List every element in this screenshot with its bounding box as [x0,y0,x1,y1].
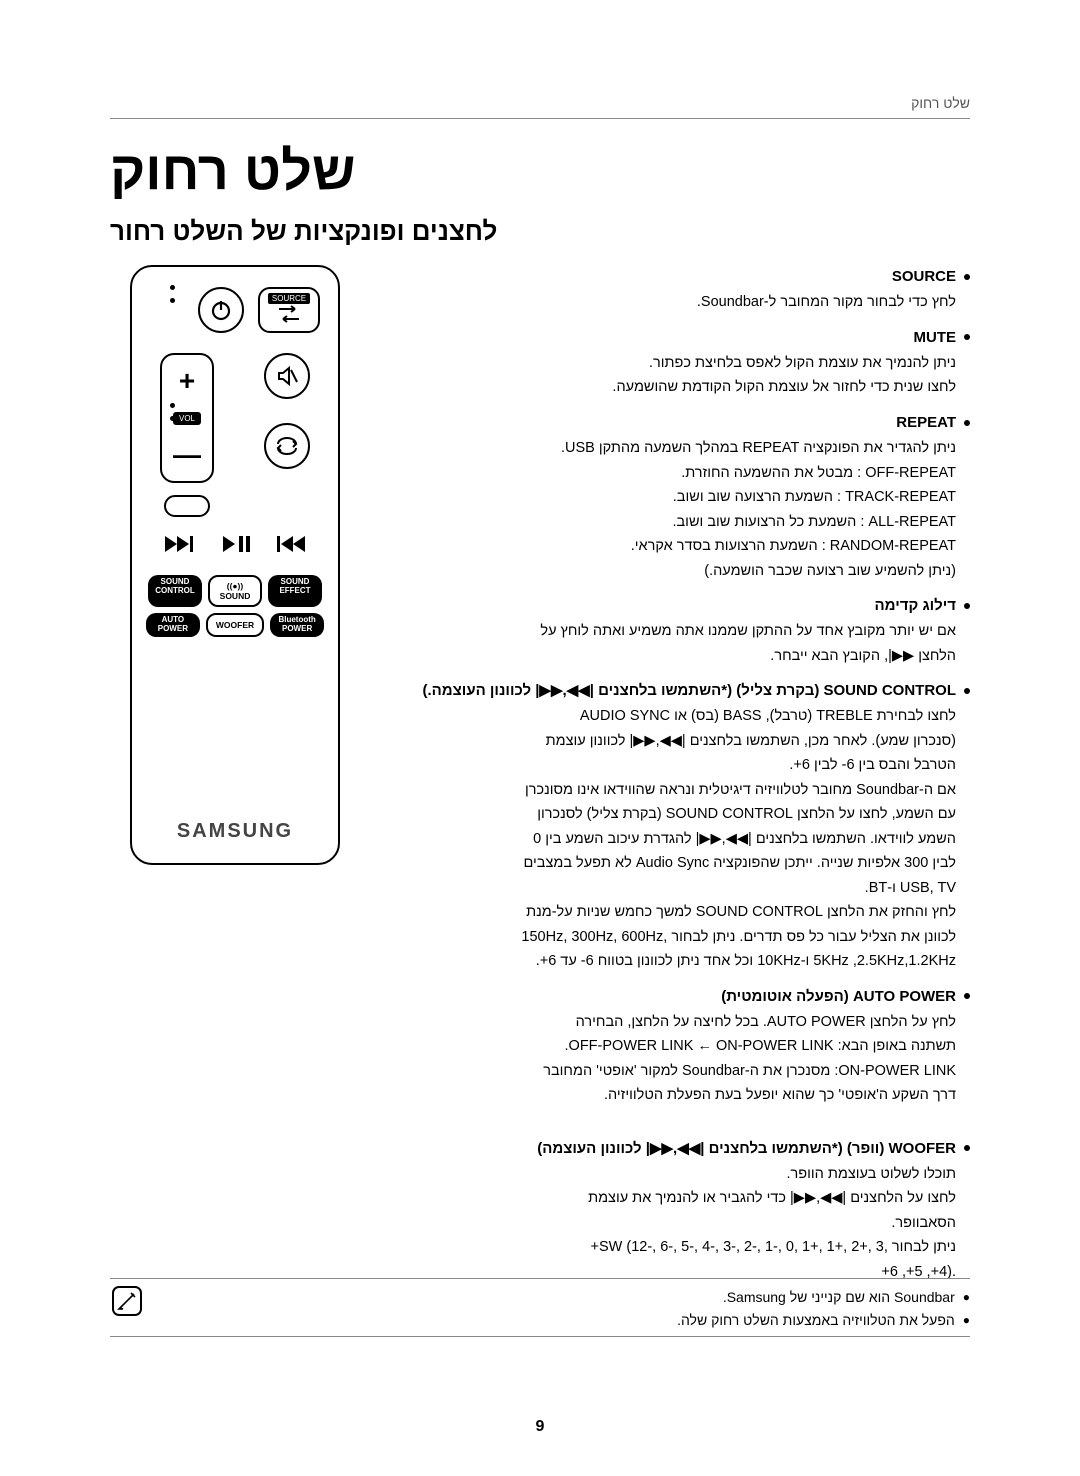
sc-line-1: לחצו לבחירת TREBLE (טרבל), BASS (בס) או … [360,705,956,727]
page-title: שלט רחוק [110,140,970,202]
sc-line-7: לבין 300 אלפיות שנייה. ייתכן שהפונקציה A… [360,852,956,874]
oval-button [164,495,210,517]
vol-minus-icon: — [173,441,201,469]
next-icon [163,533,195,555]
surround-button: ((●))SOUND [208,575,262,607]
source-text: לחץ כדי לבחור מקור המחובר ל-Soundbar. [360,291,956,313]
wf-line-3: הסאבוופר. [360,1212,956,1234]
wf-line-2: לחצו על הלחצנים |◀◀,▶▶| כדי להגביר או לה… [360,1187,956,1209]
notes-rule-bottom [110,1336,970,1337]
source-button: SOURCE [258,287,320,333]
volume-rocker: + VOL — [160,353,214,483]
mute-line-2: לחצו שנית כדי לחזור אל עוצמת הקול הקודמת… [360,376,956,398]
auto-power-heading: AUTO POWER (הפעלה אוטומטית) [721,985,956,1008]
repeat-line-3: TRACK-REPEAT : השמעת הרצועה שוב ושוב. [360,486,956,508]
sc-line-11: 5KHz ,2.5KHz,1.2KHz ו-10KHz וכל אחד ניתן… [360,950,956,972]
page-subtitle: לחצנים ופונקציות של השלט רחור [110,216,970,247]
sc-line-4: אם ה-Soundbar מחובר לטלוויזיה דיגיטלית ו… [360,779,956,801]
sound-effect-button: SOUNDEFFECT [268,575,322,607]
sc-line-10: לכוונן את הצליל עבור כל פס תדרים. ניתן ל… [360,926,956,948]
sc-line-6: השמע לווידאו. השתמשו בלחצנים |◀◀,▶▶| להג… [360,828,956,850]
repeat-line-1: ניתן להגדיר את הפונקציה REPEAT במהלך השמ… [360,437,956,459]
section-auto-power: AUTO POWER (הפעלה אוטומטית) לחץ על הלחצן… [360,985,970,1107]
mute-button [264,353,310,399]
header-section-label: שלט רחוק [911,95,970,111]
remote-illustration: SOURCE + VOL — [110,265,340,865]
sound-control-button: SOUNDCONTROL [148,575,202,607]
button-row-2: BluetoothPOWER WOOFER AUTOPOWER [132,613,338,637]
sound-control-heading: SOUND CONTROL (בקרת צליל) (*השתמשו בלחצנ… [422,679,956,702]
notes-rule-top [110,1278,970,1279]
sc-line-5: עם השמע, לחצו על הלחצן SOUND CONTROL (בק… [360,803,956,825]
play-pause-icon [219,533,251,555]
section-woofer: WOOFER (וופר) (*השתמשו בלחצנים |◀◀,▶▶| ל… [360,1137,970,1284]
sc-line-9: לחץ והחזק את הלחצן SOUND CONTROL למשך כח… [360,901,956,923]
skip-heading: דילוג קדימה [874,594,956,617]
note-1: Soundbar הוא שם קנייני של Samsung. [723,1286,955,1309]
page-number: 9 [0,1418,1080,1436]
note-icon [112,1286,142,1316]
mute-line-1: ניתן להנמיך את עוצמת הקול לאפס בלחיצת כפ… [360,352,956,374]
section-sound-control: SOUND CONTROL (בקרת צליל) (*השתמשו בלחצנ… [360,679,970,972]
vol-label: VOL [173,412,201,425]
sc-line-3: הטרבל והבס בין 6- לבין 6+. [360,754,956,776]
source-heading: SOURCE [892,265,956,288]
auto-power-button: AUTOPOWER [146,613,200,637]
repeat-heading: REPEAT [896,411,956,434]
button-row-1: SOUNDEFFECT ((●))SOUND SOUNDCONTROL [132,575,338,607]
wf-line-4: ניתן לבחור ,SW (12-, 6-, 5-, 4-, 3-, 2-,… [360,1236,956,1258]
sc-line-2: (סנכרון שמע). לאחר מכן, השתמשו בלחצנים |… [360,730,956,752]
skip-line-1: אם יש יותר מקובץ אחד על ההתקן שממנו אתה … [360,620,956,642]
mute-heading: MUTE [914,326,957,349]
prev-icon [275,533,307,555]
header-rule [110,118,970,119]
repeat-line-5: RANDOM-REPEAT : השמעת הרצועות בסדר אקראי… [360,535,956,557]
source-label: SOURCE [268,293,310,304]
section-mute: MUTE ניתן להנמיך את עוצמת הקול לאפס בלחי… [360,326,970,399]
power-button [198,287,244,333]
repeat-button [264,423,310,469]
vol-plus-icon: + [179,367,195,395]
ap-line-3: ON-POWER LINK: מסנכרן את ה-Soundbar למקו… [360,1060,956,1082]
footnotes: ●Soundbar הוא שם קנייני של Samsung. ●הפע… [150,1286,970,1332]
sc-line-8: USB, TV ו-BT. [360,877,956,899]
section-source: SOURCE לחץ כדי לבחור מקור המחובר ל-Sound… [360,265,970,314]
ap-line-4: דרך השקע ה'אופטי' כך שהוא יופעל בעת הפעל… [360,1084,956,1106]
bluetooth-power-button: BluetoothPOWER [270,613,324,637]
note-2: הפעל את הטלוויזיה באמצעות השלט רחוק שלה. [677,1309,955,1332]
brand-logo: SAMSUNG [132,820,338,843]
ap-line-1: לחץ על הלחצן AUTO POWER. בכל לחיצה על הל… [360,1011,956,1033]
repeat-line-4: ALL-REPEAT : השמעת כל הרצועות שוב ושוב. [360,511,956,533]
ap-line-2: תשתנה באופן הבא: OFF-POWER LINK ← ON-POW… [360,1035,956,1057]
wf-line-5: .(4+, 5+, 6+ [360,1261,956,1283]
woofer-button: WOOFER [206,613,264,637]
woofer-heading: WOOFER (וופר) (*השתמשו בלחצנים |◀◀,▶▶| ל… [537,1137,956,1160]
repeat-line-2: OFF-REPEAT : מבטל את ההשמעה החוזרת. [360,462,956,484]
wf-line-1: תוכלו לשלוט בעוצמת הוופר. [360,1163,956,1185]
section-skip: דילוג קדימה אם יש יותר מקובץ אחד על ההתק… [360,594,970,667]
repeat-line-6: (ניתן להשמיע שוב רצועה שכבר הושמעה.) [360,560,956,582]
skip-line-2: הלחצן ▶▶|, הקובץ הבא ייבחר. [360,645,956,667]
section-repeat: REPEAT ניתן להגדיר את הפונקציה REPEAT במ… [360,411,970,582]
transport-row [132,533,338,555]
